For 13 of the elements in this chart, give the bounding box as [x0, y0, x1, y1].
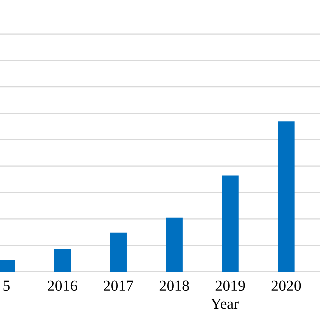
bar: [54, 249, 72, 272]
x-tick-label: 2018: [160, 280, 190, 292]
x-tick-label: 5: [4, 280, 10, 292]
bar: [166, 218, 183, 272]
x-tick-label: 2017: [104, 280, 134, 292]
x-tick-label: 2020: [272, 280, 302, 292]
bar: [0, 260, 16, 272]
x-axis-title: Year: [211, 298, 239, 310]
x-tick-label: 2019: [216, 280, 246, 292]
bar: [278, 122, 295, 272]
bar: [222, 176, 239, 272]
x-tick-label: 2016: [48, 280, 78, 292]
bar: [110, 232, 127, 272]
